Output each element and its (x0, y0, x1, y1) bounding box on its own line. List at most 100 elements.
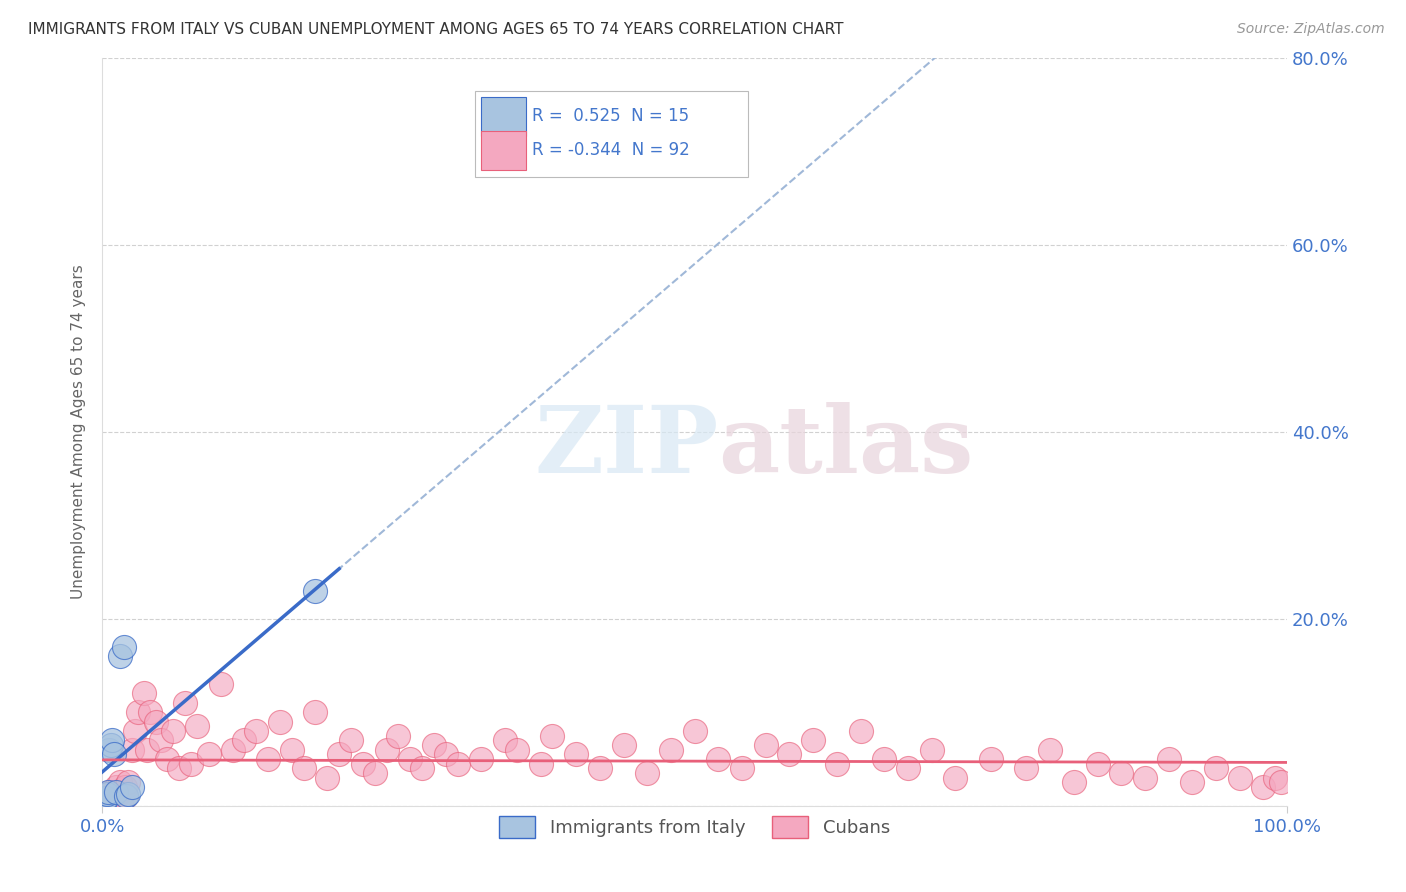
Point (1253, 780, 1275, 794)
Point (115, 789, 138, 804)
Point (304, 705, 326, 719)
Point (124, 723, 146, 738)
Point (112, 788, 135, 802)
Point (1270, 775, 1292, 789)
Point (103, 785, 125, 799)
Text: atlas: atlas (718, 401, 974, 491)
Point (100, 733, 122, 747)
Point (156, 752, 179, 766)
Point (1181, 775, 1204, 789)
Point (186, 719, 208, 733)
Point (245, 723, 267, 738)
Point (340, 733, 363, 747)
Point (292, 761, 315, 775)
Point (209, 677, 232, 691)
Point (167, 761, 190, 775)
Point (104, 789, 127, 804)
Point (136, 742, 159, 756)
Point (541, 729, 564, 743)
Point (101, 791, 124, 805)
Point (825, 756, 848, 771)
Point (257, 752, 280, 766)
Point (1205, 761, 1227, 775)
Point (174, 696, 197, 710)
Point (121, 742, 143, 756)
Point (103, 747, 125, 762)
Point (328, 747, 350, 762)
Point (387, 729, 409, 743)
Point (423, 738, 446, 752)
Point (132, 686, 155, 700)
Point (1229, 771, 1251, 785)
Point (138, 705, 160, 719)
Point (97, 785, 120, 799)
Legend: Immigrants from Italy, Cubans: Immigrants from Italy, Cubans (492, 809, 897, 846)
Point (98, 742, 121, 756)
Y-axis label: Unemployment Among Ages 65 to 74 years: Unemployment Among Ages 65 to 74 years (72, 264, 86, 599)
Point (114, 780, 136, 794)
Point (115, 789, 138, 804)
Text: R =  0.525  N = 15: R = 0.525 N = 15 (533, 107, 689, 125)
Point (364, 766, 387, 780)
Point (755, 738, 778, 752)
Point (316, 771, 339, 785)
Point (105, 780, 128, 794)
FancyBboxPatch shape (475, 91, 748, 178)
Text: IMMIGRANTS FROM ITALY VS CUBAN UNEMPLOYMENT AMONG AGES 65 TO 74 YEARS CORRELATIO: IMMIGRANTS FROM ITALY VS CUBAN UNEMPLOYM… (28, 22, 844, 37)
FancyBboxPatch shape (481, 131, 526, 169)
Point (162, 723, 184, 738)
Point (96, 788, 118, 802)
Point (98, 785, 121, 799)
Point (1109, 766, 1132, 780)
Point (659, 742, 682, 756)
Point (94, 791, 117, 805)
Point (105, 785, 128, 799)
Point (93, 794, 115, 808)
Point (707, 752, 730, 766)
Point (269, 714, 291, 729)
Point (117, 775, 139, 789)
Point (636, 766, 658, 780)
Point (494, 733, 516, 747)
Text: R = -0.344  N = 92: R = -0.344 N = 92 (533, 141, 690, 159)
Point (100, 789, 122, 804)
Point (121, 780, 143, 794)
Point (180, 756, 202, 771)
Point (1039, 742, 1062, 756)
Point (447, 756, 470, 771)
Point (111, 791, 134, 805)
Point (943, 771, 966, 785)
Point (145, 714, 167, 729)
Point (565, 747, 588, 762)
Point (434, 747, 457, 762)
Point (94, 791, 117, 805)
Point (304, 583, 326, 598)
Text: Source: ZipAtlas.com: Source: ZipAtlas.com (1237, 22, 1385, 37)
Point (97, 788, 120, 802)
Point (1015, 761, 1038, 775)
Point (100, 738, 122, 752)
Point (117, 788, 139, 802)
Text: ZIP: ZIP (534, 401, 718, 491)
Point (731, 761, 754, 775)
Point (921, 742, 943, 756)
Point (100, 793, 122, 807)
Point (1087, 756, 1109, 771)
Point (980, 752, 1002, 766)
Point (112, 640, 135, 654)
Point (1133, 771, 1156, 785)
Point (107, 788, 129, 802)
Point (150, 733, 173, 747)
Point (399, 752, 422, 766)
Point (530, 756, 553, 771)
Point (221, 742, 243, 756)
Point (107, 785, 129, 799)
Point (93, 794, 115, 808)
Point (1157, 752, 1180, 766)
Point (589, 761, 612, 775)
Point (110, 789, 132, 804)
Point (198, 747, 221, 762)
Point (470, 752, 492, 766)
Point (612, 738, 634, 752)
Point (352, 756, 374, 771)
